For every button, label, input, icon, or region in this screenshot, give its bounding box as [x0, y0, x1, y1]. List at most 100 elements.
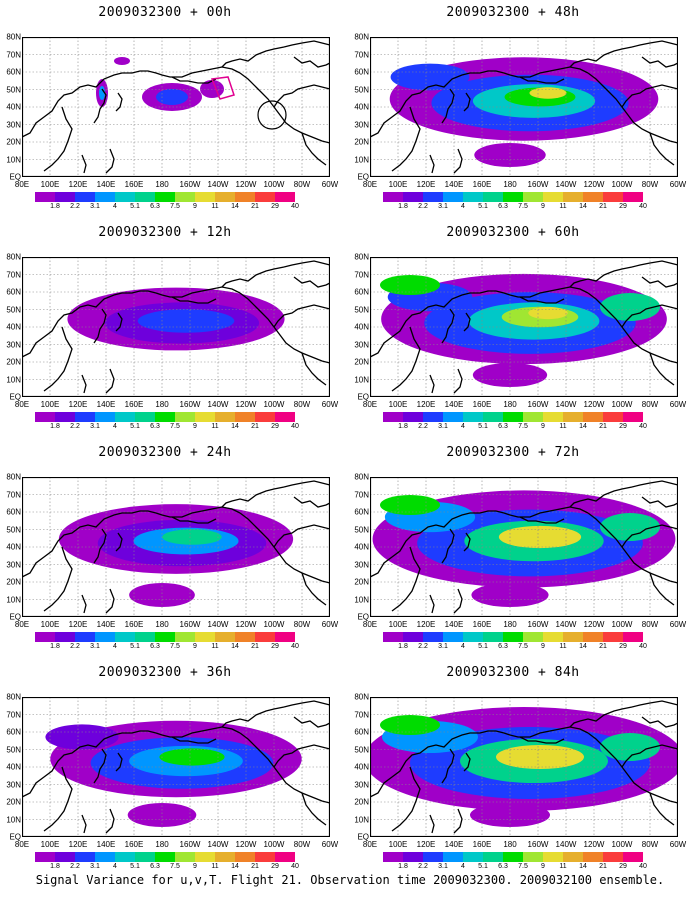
longitude-label: 100W — [611, 840, 633, 849]
coastline — [93, 528, 107, 564]
variance-contour — [600, 733, 660, 761]
colorbar-swatch — [403, 192, 423, 202]
longitude-label: 80W — [641, 180, 659, 189]
latitude-label: 50N — [354, 525, 369, 534]
colorbar-swatch — [175, 632, 195, 642]
colorbar-label: 1.8 — [50, 643, 60, 650]
colorbar-swatch — [523, 412, 543, 422]
colorbar-swatch — [195, 192, 215, 202]
colorbar-label: 6.3 — [150, 643, 160, 650]
latitude-label: EQ — [357, 832, 369, 842]
colorbar: 1.8 2.2 3.1 4 5.1 6.3 7.5 9 11 14 21 29 40 — [383, 852, 647, 872]
coastline — [519, 296, 565, 304]
latitude-label: 60N — [6, 67, 21, 77]
colorbar-label: 21 — [599, 643, 607, 650]
colorbar-swatch — [523, 632, 543, 642]
panel-title: 2009032300 + 12h — [98, 225, 232, 240]
latitude-label: EQ — [9, 612, 21, 622]
latitude-label: 20N — [6, 137, 21, 147]
coastline — [391, 546, 421, 612]
figure-caption: Signal Variance for u,v,T. Flight 21. Ob… — [35, 873, 665, 887]
colorbar-label: 3.1 — [438, 863, 448, 870]
colorbar-label: 7.5 — [518, 643, 528, 650]
map-canvas — [22, 697, 330, 837]
colorbar-label: 2.2 — [418, 423, 428, 430]
colorbar-swatch — [423, 852, 443, 862]
colorbar-swatch — [483, 192, 503, 202]
latitude-label: 80N — [354, 472, 369, 482]
colorbar-label: 1.8 — [50, 203, 60, 210]
coastline — [631, 480, 678, 488]
coastline — [22, 726, 241, 798]
coastline — [587, 292, 678, 364]
colorbar-label: 9 — [193, 423, 197, 430]
colorbar-swatch — [235, 192, 255, 202]
colorbar-swatch — [623, 852, 643, 862]
latitude-label: 10N — [354, 595, 369, 604]
latitude-label: 40N — [354, 762, 369, 772]
colorbar-label: 6.3 — [498, 203, 508, 210]
coastline — [519, 516, 565, 524]
colorbar-swatch — [135, 412, 155, 422]
longitude-label: 120E — [68, 180, 88, 189]
colorbar-label: 7.5 — [518, 203, 528, 210]
map-frame — [22, 697, 330, 837]
longitude-label: 80W — [641, 400, 659, 409]
latitude-label: 60N — [6, 727, 21, 737]
colorbar-swatch — [275, 852, 295, 862]
colorbar-label: 6.3 — [150, 203, 160, 210]
colorbar: 1.8 2.2 3.1 4 5.1 6.3 7.5 9 11 14 21 29 40 — [35, 412, 299, 432]
longitude-label: 160E — [472, 400, 492, 409]
colorbar-swatch — [255, 412, 275, 422]
colorbar-label: 4 — [461, 863, 465, 870]
colorbar-swatch — [423, 192, 443, 202]
longitude-label: 60W — [321, 620, 339, 629]
map-frame — [22, 477, 330, 617]
colorbar-swatch — [175, 412, 195, 422]
colorbar-swatch — [603, 412, 623, 422]
coastline — [463, 312, 471, 332]
colorbar-swatch — [603, 192, 623, 202]
longitude-label: 80W — [641, 840, 659, 849]
colorbar-label: 2.2 — [418, 863, 428, 870]
latitude-label: 50N — [6, 305, 21, 314]
colorbar-label: 21 — [599, 423, 607, 430]
colorbar-label: 4 — [113, 423, 117, 430]
map-panel: 2009032300 + 36h 80N 70N 60N 50N 40N 30N 20N 10N… — [0, 665, 338, 880]
map-panel: 2009032300 + 24h 80N 70N 60N 50N 40N 30N 20N 10N… — [0, 445, 338, 660]
colorbar-label: 2.2 — [70, 423, 80, 430]
latitude-label: 30N — [6, 120, 21, 129]
map-panel: 2009032300 + 12h 80N 70N 60N 50N 40N 30N 20N 10N… — [0, 225, 338, 440]
coastline — [587, 72, 678, 144]
coastline — [93, 748, 107, 784]
coastline — [43, 546, 73, 612]
variance-contour — [380, 715, 440, 735]
variance-contour — [137, 309, 235, 333]
colorbar-label: 5.1 — [478, 423, 488, 430]
colorbar-label: 3.1 — [438, 643, 448, 650]
map-plot: 80N 70N 60N 50N 40N 30N 20N 10N EQ 80E 100E 120E 140… — [354, 33, 686, 190]
colorbar-swatch — [463, 852, 483, 862]
latitude-label: EQ — [9, 832, 21, 842]
coastline — [221, 266, 285, 288]
map-plot: 80N 70N 60N 50N 40N 30N 20N 10N EQ 80E 100E 120E 140… — [6, 693, 338, 850]
colorbar-swatch — [195, 852, 215, 862]
colorbar-swatch — [423, 632, 443, 642]
variance-contour — [159, 748, 225, 766]
colorbar-label: 4 — [461, 423, 465, 430]
longitude-label: 180 — [503, 180, 517, 189]
colorbar-label: 2.2 — [418, 643, 428, 650]
latitude-label: 40N — [354, 322, 369, 332]
longitude-label: 120E — [68, 840, 88, 849]
panel-title: 2009032300 + 00h — [98, 5, 232, 20]
colorbar-label: 4 — [113, 203, 117, 210]
map-frame — [22, 257, 330, 397]
longitude-label: 60W — [321, 840, 339, 849]
longitude-label: 160W — [179, 840, 201, 849]
longitude-label: 160W — [179, 400, 201, 409]
latitude-label: 80N — [6, 692, 21, 702]
colorbar-label: 21 — [599, 863, 607, 870]
longitude-label: 120E — [416, 620, 436, 629]
colorbar-swatch — [195, 632, 215, 642]
colorbar-swatch — [235, 852, 255, 862]
